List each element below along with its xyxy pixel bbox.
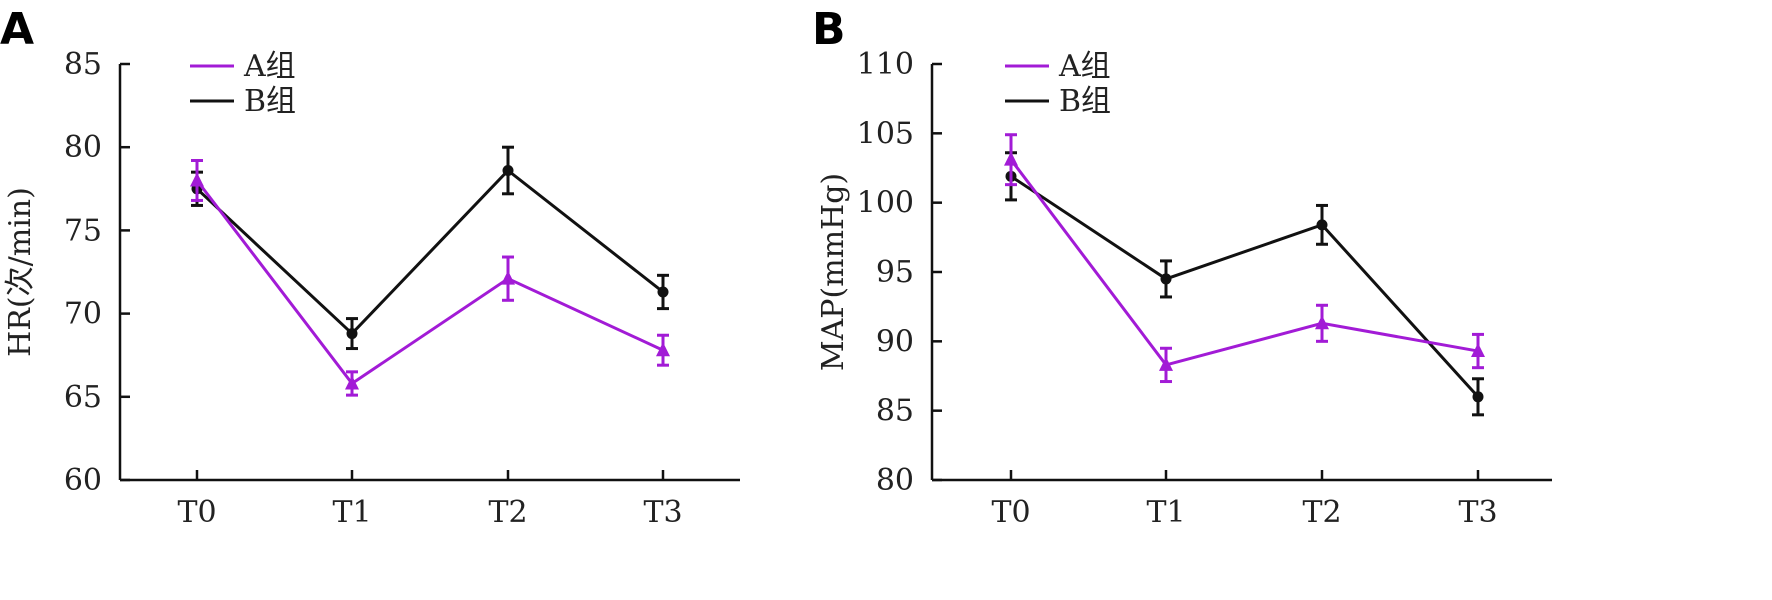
chart-a-series-b-point	[346, 328, 358, 340]
chart-a-x-tick-label: T3	[643, 495, 682, 530]
chart-a-y-tick-label: 70	[64, 297, 102, 332]
chart-a-x-tick-label: T0	[177, 495, 216, 530]
chart-a-y-tick-label: 60	[64, 463, 102, 498]
chart-a-y-tick-label: 65	[64, 380, 102, 415]
chart-b-y-tick-label: 105	[857, 116, 914, 151]
chart-a-y-axis-label: HR(次/min)	[3, 187, 38, 357]
chart-a-legend-b-label: B组	[244, 84, 296, 119]
chart-a-series-a-point	[345, 375, 359, 390]
chart-b-series-a-point	[1471, 343, 1485, 358]
chart-b-y-tick-label: 80	[876, 463, 914, 498]
chart-b-y-tick-label: 85	[876, 394, 914, 429]
chart-b-y-axis-label: MAP(mmHg)	[816, 173, 851, 371]
chart-b-series-a-point	[1315, 315, 1329, 330]
panel-letter-a: A	[0, 4, 34, 55]
chart-b-series-a-point	[1004, 151, 1018, 166]
chart-b-y-tick-label: 110	[857, 47, 914, 82]
panel-letter-b: B	[812, 4, 846, 55]
chart-b-legend-a-label: A组	[1058, 49, 1111, 84]
chart-b-x-tick-label: T3	[1458, 495, 1497, 530]
chart-b-y-tick-label: 100	[857, 186, 914, 221]
chart-b-series-b-point	[1472, 391, 1484, 403]
chart-b-series-a-point	[1159, 356, 1173, 371]
chart-a-y-tick-label: 75	[64, 213, 102, 248]
chart-b-series-a-line	[1009, 158, 1479, 367]
chart-b-legend-b-label: B组	[1059, 84, 1111, 119]
chart-a-legend-a-label: A组	[243, 49, 296, 84]
chart-b-x-tick-label: T1	[1146, 495, 1185, 530]
chart-b-x-tick-label: T2	[1302, 495, 1341, 530]
chart-b-y-tick-label: 90	[876, 324, 914, 359]
chart-a-series-a-point	[190, 172, 204, 187]
chart-b-series-b-line	[1010, 175, 1480, 398]
chart-a-y-tick-label: 80	[64, 130, 102, 165]
chart-a-x-tick-label: T2	[488, 495, 527, 530]
chart-a-series-a-point	[501, 270, 515, 285]
chart-b-series-b-point	[1316, 219, 1328, 231]
chart-a-series-b-point	[657, 286, 669, 298]
chart-b-y-tick-label: 95	[876, 255, 914, 290]
chart-b-series-b-point	[1160, 273, 1172, 285]
chart-a-series-b-point	[502, 164, 514, 176]
chart-b-x-tick-label: T0	[991, 495, 1030, 530]
chart-a-series-a-line	[195, 179, 664, 386]
chart-a-series-a-point	[656, 342, 670, 357]
chart-a-y-tick-label: 85	[64, 47, 102, 82]
chart-a-x-tick-label: T1	[332, 495, 371, 530]
chart-a-series-b-line	[195, 168, 664, 336]
